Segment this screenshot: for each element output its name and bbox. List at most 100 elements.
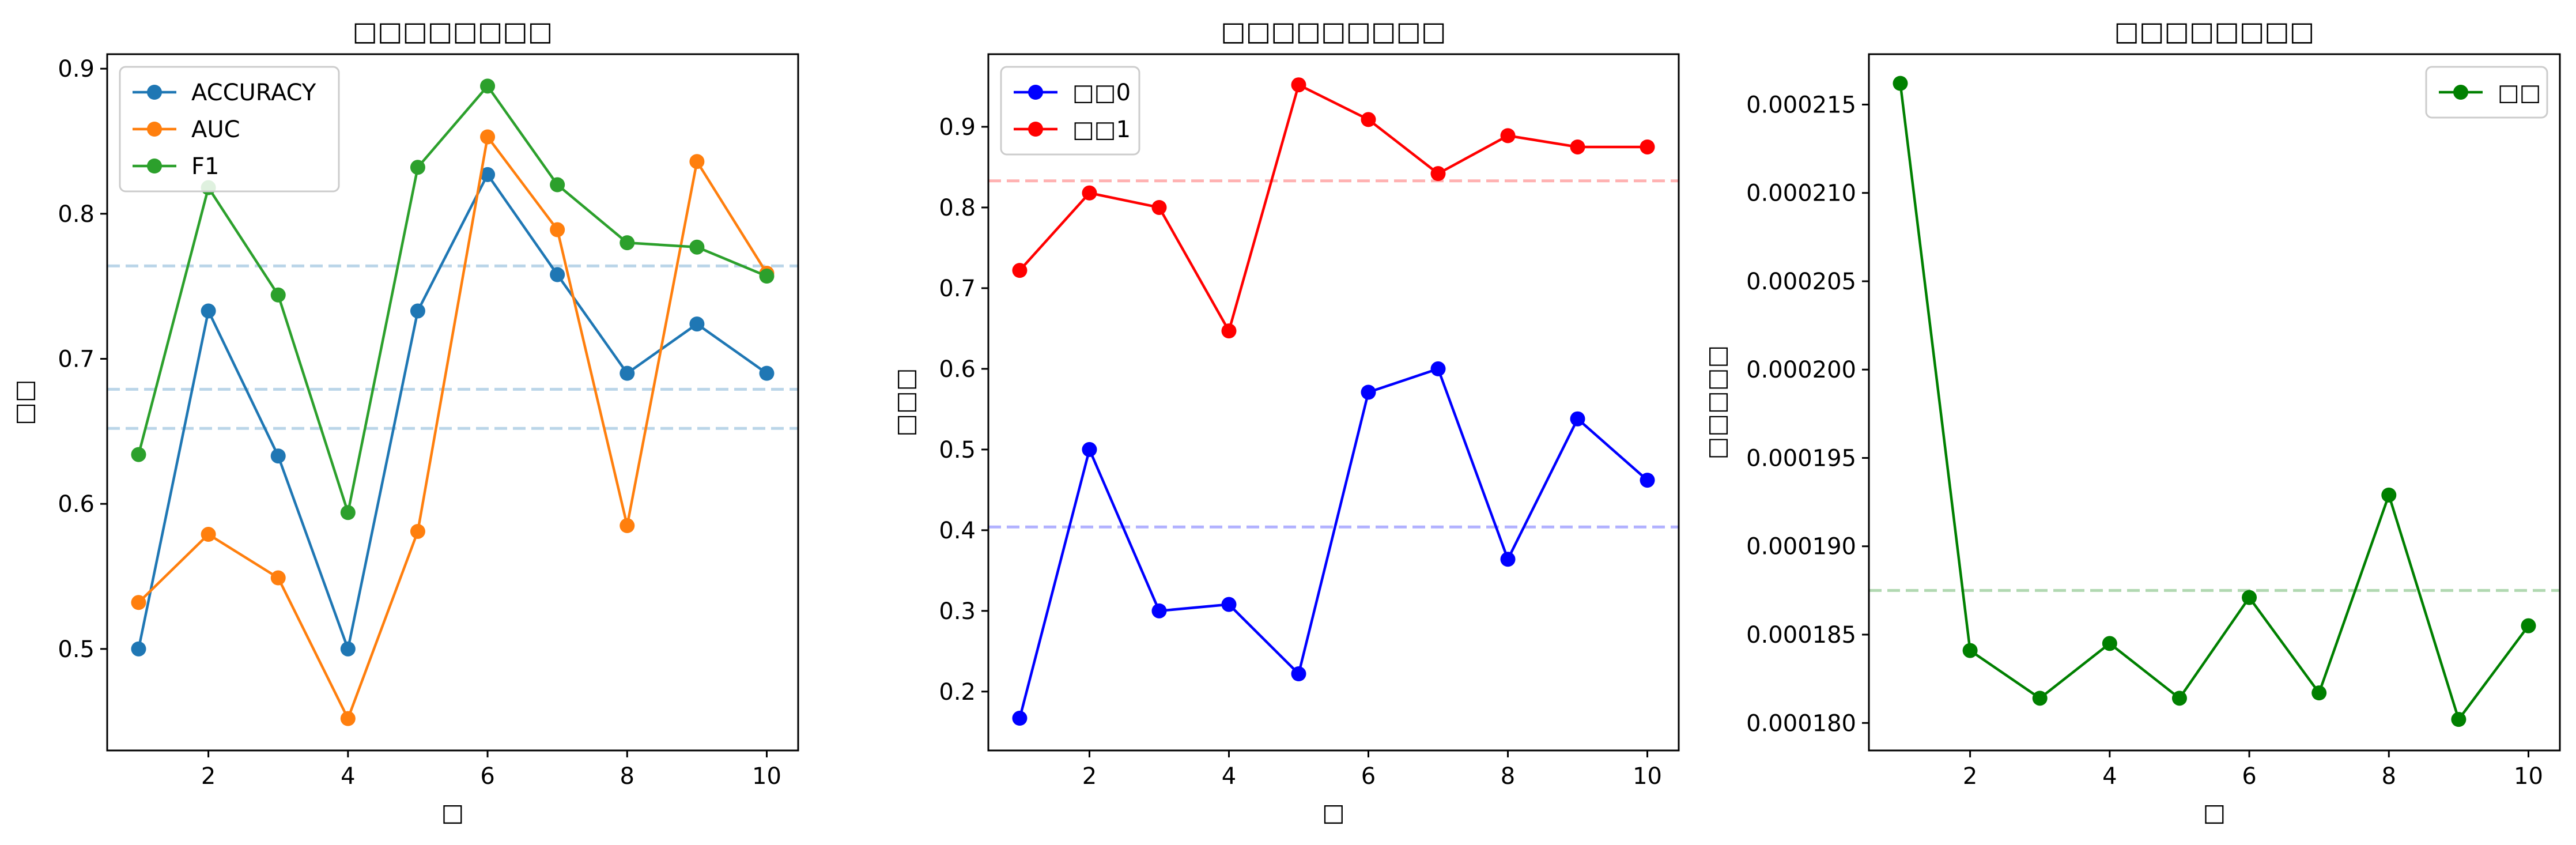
chart-title: □□□□□□□□□ <box>1221 16 1446 47</box>
legend-swatch-marker <box>1028 85 1043 100</box>
data-point <box>201 527 216 542</box>
data-point <box>1500 552 1516 567</box>
data-point <box>1570 139 1585 154</box>
data-point <box>1361 384 1376 400</box>
series-line-3 <box>137 85 768 514</box>
legend: ACCURACY AUC F1 <box>119 66 340 193</box>
axes-frame <box>987 53 1680 752</box>
chart-panel-2: 2 4 6 8 100.20.30.40.50.60.70.80.9□□□□□□□□□□… <box>891 16 1680 827</box>
legend-box <box>2425 66 2548 119</box>
data-point <box>1640 473 1655 488</box>
data-point <box>1570 411 1585 427</box>
data-point <box>480 167 496 182</box>
x-axis-label: □ <box>2203 798 2226 827</box>
data-point <box>1012 711 1028 726</box>
x-tick-label: 2 <box>1963 763 1977 790</box>
x-tick-label: 2 <box>201 763 216 790</box>
data-point <box>1500 128 1516 144</box>
series-line-1 <box>1899 83 2530 721</box>
y-tick-label: 0.8 <box>58 201 95 228</box>
legend-swatch-marker <box>147 159 162 173</box>
chart-title: □□□□□□□□ <box>353 16 553 47</box>
legend-swatch-marker <box>147 122 162 137</box>
legend: □□0□□1 <box>1000 66 1140 156</box>
data-point <box>410 523 425 539</box>
data-point <box>1082 185 1097 201</box>
x-tick-label: 10 <box>752 763 781 790</box>
legend-box <box>119 66 340 193</box>
data-point <box>2521 618 2536 633</box>
x-tick-label: 8 <box>620 763 634 790</box>
y-tick-label: 0.7 <box>939 276 976 302</box>
axes-frame <box>1868 53 2561 752</box>
series-line-2 <box>137 135 768 720</box>
data-point <box>340 505 356 520</box>
legend-label: AUC <box>191 116 240 143</box>
data-point <box>270 448 286 464</box>
data-point <box>550 267 565 282</box>
y-tick-label: 0.5 <box>58 636 95 663</box>
data-point <box>1361 112 1376 127</box>
data-point <box>550 177 565 193</box>
data-point <box>759 269 775 284</box>
y-tick-label: 0.000185 <box>1746 622 1856 648</box>
chart-panel-3: 2 4 6 8 10 0.000180 0.000185 0.000190 0.000195 0.… <box>1702 16 2561 827</box>
data-point <box>1291 666 1306 682</box>
data-point <box>1221 597 1237 612</box>
data-point <box>340 641 356 657</box>
y-axis-label: □□□□□ <box>1702 345 1731 459</box>
y-tick-label: 0.9 <box>58 56 95 82</box>
data-point <box>270 287 286 303</box>
data-point <box>131 447 146 462</box>
x-tick-label: 8 <box>2382 763 2396 790</box>
x-tick-label: 6 <box>480 763 494 790</box>
data-point <box>1082 442 1097 457</box>
data-point <box>410 160 425 175</box>
y-tick-label: 0.000195 <box>1746 445 1856 471</box>
data-point <box>2032 691 2048 706</box>
y-tick-label: 0.7 <box>58 346 95 373</box>
data-point <box>1012 263 1028 278</box>
data-point <box>1151 199 1167 215</box>
series-line-2 <box>1018 83 1648 333</box>
x-tick-label: 8 <box>1501 763 1515 790</box>
y-tick-label: 0.000200 <box>1746 357 1856 383</box>
legend-swatch-marker <box>147 85 162 100</box>
data-point <box>550 222 565 237</box>
x-tick-label: 4 <box>341 763 355 790</box>
data-point <box>131 595 146 610</box>
data-point <box>480 129 496 145</box>
data-point <box>1430 361 1446 376</box>
legend-label: □□0 <box>1072 80 1131 106</box>
data-point <box>1291 77 1306 93</box>
series-line-1 <box>1018 367 1649 719</box>
y-tick-label: 0.000210 <box>1746 180 1856 207</box>
x-tick-label: 6 <box>1361 763 1376 790</box>
data-point <box>689 239 705 255</box>
chart-title: □□□□□□□□ <box>2114 16 2315 47</box>
data-point <box>1640 139 1655 154</box>
data-point <box>340 711 356 726</box>
y-tick-label: 0.5 <box>939 437 976 463</box>
x-tick-label: 6 <box>2242 763 2256 790</box>
data-point <box>2381 487 2397 503</box>
data-point <box>201 303 216 319</box>
y-tick-label: 0.2 <box>939 679 976 706</box>
axes-frame <box>106 53 799 752</box>
data-point <box>480 78 496 94</box>
y-tick-label: 0.3 <box>939 598 976 625</box>
legend-swatch-marker <box>1028 122 1043 137</box>
data-point <box>620 235 635 251</box>
data-point <box>131 641 146 657</box>
x-tick-label: 10 <box>2514 763 2543 790</box>
data-point <box>1893 76 1908 91</box>
x-tick-label: 4 <box>2102 763 2117 790</box>
data-point <box>1151 603 1167 618</box>
data-point <box>1430 166 1446 182</box>
y-tick-label: 0.000205 <box>1746 269 1856 295</box>
data-point <box>689 316 705 332</box>
data-point <box>2451 712 2467 727</box>
x-axis-label: □ <box>441 798 464 827</box>
data-point <box>270 570 286 586</box>
